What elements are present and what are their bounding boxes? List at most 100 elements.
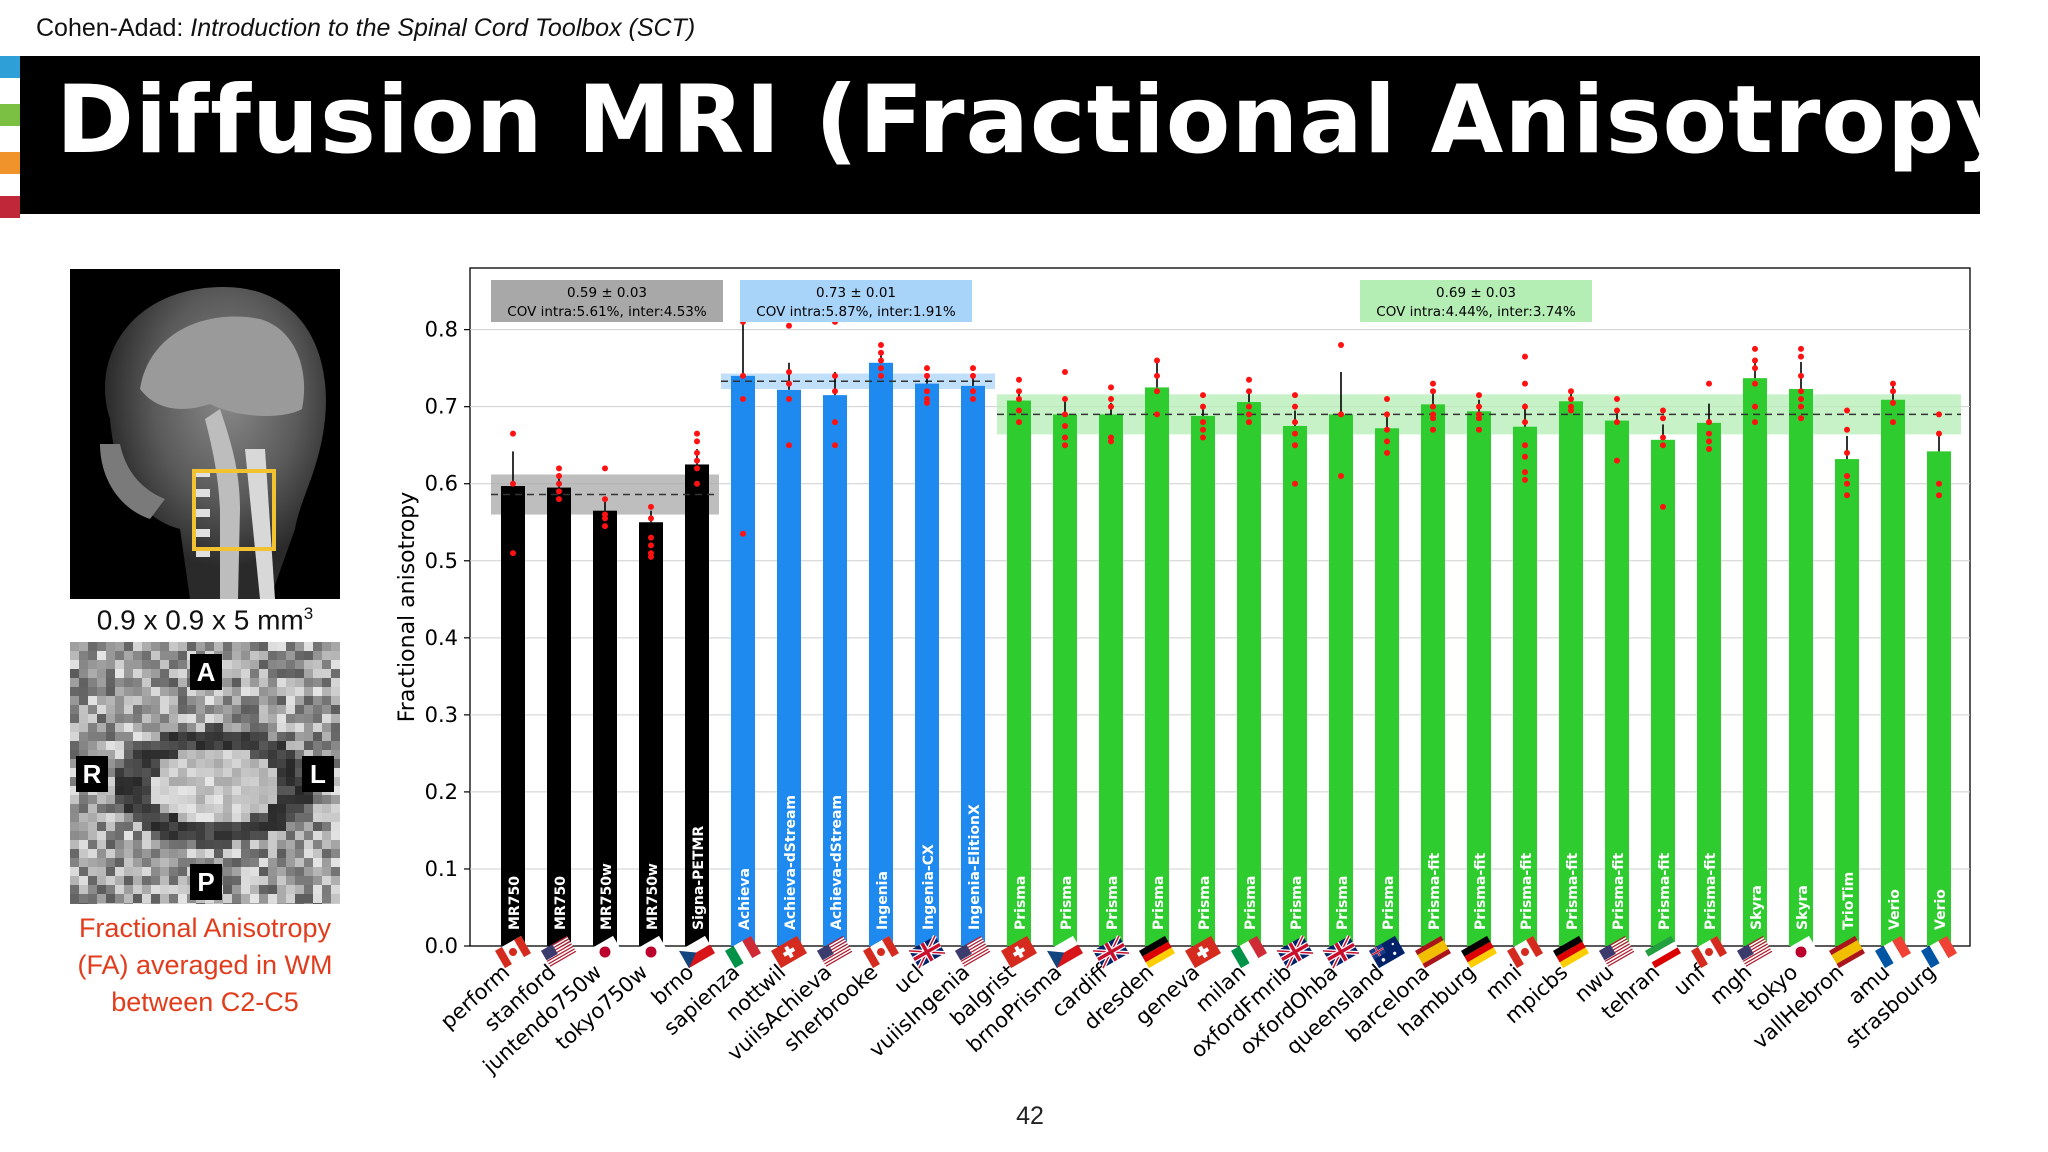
subject-point bbox=[602, 515, 608, 522]
model-label: MR750w bbox=[645, 863, 661, 930]
subject-point bbox=[1798, 395, 1804, 402]
bar-mpicbs bbox=[1559, 401, 1583, 946]
bar-barcelona bbox=[1421, 404, 1445, 946]
stats-cov-label: COV intra:4.44%, inter:3.74% bbox=[1376, 304, 1576, 320]
us-flag-icon bbox=[1737, 935, 1773, 969]
y-tick-label: 0.8 bbox=[425, 318, 458, 342]
author-name: Cohen-Adad: bbox=[36, 14, 184, 42]
subject-point bbox=[924, 372, 930, 379]
subject-point bbox=[1798, 345, 1804, 352]
talk-title: Introduction to the Spinal Cord Toolbox … bbox=[190, 14, 696, 42]
es-flag-icon bbox=[1829, 935, 1865, 969]
jp-flag-icon bbox=[587, 935, 623, 969]
subject-point bbox=[1108, 384, 1114, 391]
subject-point bbox=[1108, 438, 1114, 445]
bar-oxfordFmrib bbox=[1283, 425, 1307, 946]
subject-point bbox=[1522, 403, 1528, 410]
subject-point bbox=[1338, 473, 1344, 480]
subject-point bbox=[1936, 480, 1942, 487]
bar-tokyo bbox=[1789, 388, 1813, 946]
model-label: Prisma bbox=[1197, 876, 1213, 930]
subject-point bbox=[1338, 411, 1344, 418]
de-flag-icon bbox=[1461, 935, 1497, 969]
us-flag-icon bbox=[955, 935, 991, 969]
page-number: 42 bbox=[1016, 1102, 1044, 1130]
subject-point bbox=[924, 388, 930, 395]
y-tick-label: 0.0 bbox=[425, 934, 458, 958]
orientation-left: L bbox=[302, 756, 334, 792]
subject-point bbox=[1752, 365, 1758, 372]
subject-point bbox=[1522, 476, 1528, 483]
subject-point bbox=[1890, 388, 1896, 395]
subject-point bbox=[1430, 426, 1436, 433]
bar-tehran bbox=[1651, 439, 1675, 946]
subject-point bbox=[1200, 403, 1206, 410]
bar-brno bbox=[685, 464, 709, 946]
cz-flag-icon bbox=[1047, 935, 1083, 969]
subject-point bbox=[1062, 434, 1068, 441]
subject-point bbox=[786, 380, 792, 387]
subject-point bbox=[648, 542, 654, 549]
subject-point bbox=[1798, 415, 1804, 422]
model-label: Ingenia-CX bbox=[921, 844, 937, 930]
fa-caption: Fractional Anisotropy (FA) averaged in W… bbox=[40, 910, 370, 1021]
jp-flag-icon bbox=[633, 935, 669, 969]
subject-point bbox=[1246, 376, 1252, 383]
bar-mgh bbox=[1743, 378, 1767, 946]
subject-point bbox=[556, 473, 562, 480]
subject-point bbox=[1522, 419, 1528, 426]
subject-point bbox=[970, 395, 976, 402]
bar-dresden bbox=[1145, 387, 1169, 947]
subject-point bbox=[1752, 403, 1758, 410]
subject-point bbox=[1752, 345, 1758, 352]
subject-point bbox=[1752, 419, 1758, 426]
bar-nottwil bbox=[777, 389, 801, 946]
subject-point bbox=[1844, 426, 1850, 433]
subject-point bbox=[878, 372, 884, 379]
subject-point bbox=[1154, 357, 1160, 364]
subject-point bbox=[786, 442, 792, 449]
subject-point bbox=[1660, 434, 1666, 441]
model-label: Prisma bbox=[1335, 876, 1351, 930]
model-label: Prisma bbox=[1151, 876, 1167, 930]
subject-point bbox=[740, 530, 746, 537]
fa-caption-line-3: between C2-C5 bbox=[111, 987, 299, 1017]
uk-flag-icon bbox=[1276, 934, 1314, 970]
subject-point bbox=[648, 515, 654, 522]
model-label: Ingenia-ElitionX bbox=[967, 804, 983, 930]
ch-flag-icon bbox=[1185, 935, 1221, 969]
model-label: Skyra bbox=[1795, 885, 1811, 930]
subject-point bbox=[970, 372, 976, 379]
y-tick-label: 0.3 bbox=[425, 703, 458, 727]
y-axis-label: Fractional anisotropy bbox=[395, 492, 420, 723]
y-tick-label: 0.2 bbox=[425, 780, 458, 804]
subject-point bbox=[1246, 419, 1252, 426]
uk-flag-icon bbox=[1322, 934, 1360, 970]
subject-point bbox=[556, 480, 562, 487]
bar-cardiff bbox=[1099, 414, 1123, 946]
bar-ucl bbox=[915, 383, 939, 946]
subject-point bbox=[832, 442, 838, 449]
subject-point bbox=[510, 430, 516, 437]
subject-point bbox=[1522, 380, 1528, 387]
subject-point bbox=[1016, 388, 1022, 395]
subject-point bbox=[1476, 415, 1482, 422]
uk-flag-icon bbox=[1092, 934, 1130, 970]
bar-strasbourg bbox=[1927, 451, 1951, 946]
subject-point bbox=[1936, 492, 1942, 499]
model-label: Prisma bbox=[1105, 876, 1121, 930]
subject-point bbox=[1522, 442, 1528, 449]
us-flag-icon bbox=[541, 935, 577, 969]
bar-brnoPrisma bbox=[1053, 414, 1077, 946]
bar-geneva bbox=[1191, 415, 1215, 947]
us-flag-icon bbox=[1599, 935, 1635, 969]
it-flag-icon bbox=[725, 935, 761, 969]
subject-point bbox=[556, 496, 562, 503]
subject-point bbox=[1890, 399, 1896, 406]
model-label: Skyra bbox=[1749, 885, 1765, 930]
subject-point bbox=[1798, 353, 1804, 360]
stats-cov-label: COV intra:5.87%, inter:1.91% bbox=[756, 304, 956, 320]
subject-point bbox=[1016, 419, 1022, 426]
subject-point bbox=[1890, 419, 1896, 426]
subject-point bbox=[1752, 357, 1758, 364]
